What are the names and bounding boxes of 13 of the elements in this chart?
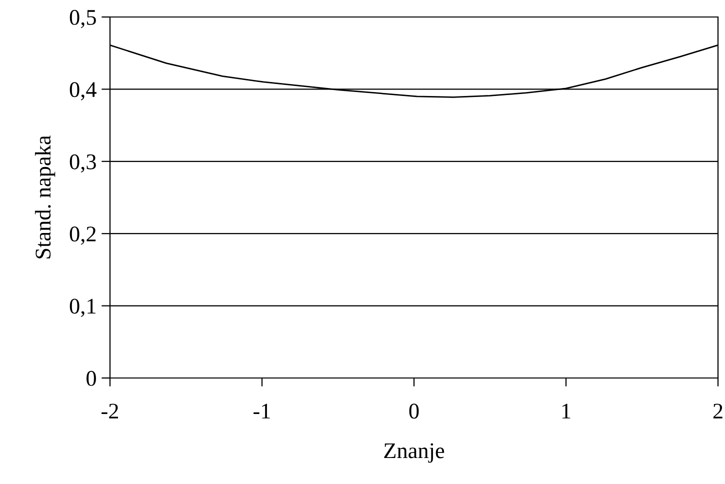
y-tick-label: 0,5 — [70, 10, 96, 28]
x-tick-label: -1 — [254, 404, 270, 418]
y-tick-label: 0,1 — [70, 298, 96, 317]
y-tick-label: 0,3 — [70, 154, 96, 173]
x-tick-label: 1 — [562, 404, 570, 418]
x-axis-title: Znanje — [384, 443, 444, 463]
x-tick-label: 2 — [713, 404, 722, 418]
y-tick-label: 0,2 — [70, 226, 96, 245]
x-tick-label: 0 — [409, 404, 419, 419]
x-tick-label: -2 — [102, 404, 118, 418]
y-tick-label: 0,4 — [70, 82, 96, 100]
y-axis-title: Stand. napaka — [34, 135, 56, 258]
y-tick-label: 0 — [86, 370, 96, 386]
